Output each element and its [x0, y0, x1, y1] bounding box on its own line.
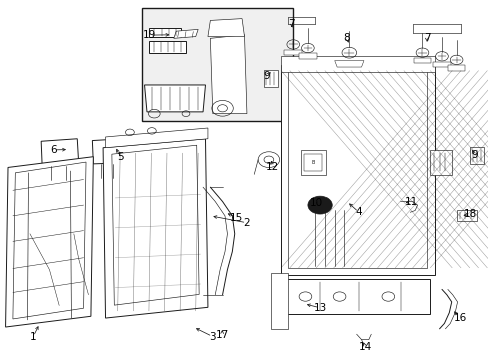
Text: 12: 12: [265, 162, 279, 172]
Text: 13: 13: [313, 303, 326, 313]
Text: 5: 5: [117, 152, 123, 162]
Text: 3: 3: [209, 332, 216, 342]
Polygon shape: [432, 62, 450, 67]
Polygon shape: [429, 149, 451, 175]
Polygon shape: [144, 85, 205, 112]
Text: 4: 4: [355, 207, 362, 217]
Polygon shape: [281, 56, 434, 72]
Polygon shape: [413, 58, 430, 63]
Text: 10: 10: [309, 198, 323, 208]
Polygon shape: [5, 157, 93, 327]
Text: 1: 1: [29, 332, 36, 342]
Text: 19: 19: [142, 30, 156, 40]
Polygon shape: [173, 30, 198, 39]
Text: 16: 16: [452, 313, 466, 323]
Text: 14: 14: [358, 342, 371, 352]
Polygon shape: [300, 149, 325, 175]
Text: 9: 9: [263, 71, 269, 81]
Text: 11: 11: [404, 197, 417, 207]
Polygon shape: [92, 139, 125, 164]
Circle shape: [307, 196, 331, 214]
Polygon shape: [299, 53, 316, 59]
Text: 9: 9: [470, 150, 477, 160]
Text: 6: 6: [50, 144, 57, 154]
Polygon shape: [207, 19, 244, 37]
Polygon shape: [41, 139, 79, 166]
Text: 15: 15: [229, 213, 243, 222]
Text: B: B: [311, 160, 314, 165]
Polygon shape: [281, 65, 434, 275]
Polygon shape: [264, 69, 277, 87]
Text: 8: 8: [343, 33, 349, 43]
Polygon shape: [149, 28, 181, 37]
Polygon shape: [271, 273, 288, 329]
Text: 17: 17: [216, 330, 229, 340]
Polygon shape: [334, 60, 363, 67]
Bar: [142, 8, 293, 121]
Polygon shape: [456, 210, 476, 221]
Polygon shape: [105, 128, 207, 148]
Text: 7: 7: [423, 33, 430, 43]
Polygon shape: [284, 50, 302, 55]
Text: 7: 7: [287, 19, 294, 29]
Polygon shape: [469, 147, 483, 164]
Polygon shape: [149, 41, 185, 53]
Polygon shape: [447, 65, 465, 71]
Polygon shape: [210, 35, 246, 114]
Text: 2: 2: [243, 218, 250, 228]
Polygon shape: [103, 139, 207, 318]
Polygon shape: [281, 279, 429, 315]
Text: 18: 18: [463, 209, 476, 219]
